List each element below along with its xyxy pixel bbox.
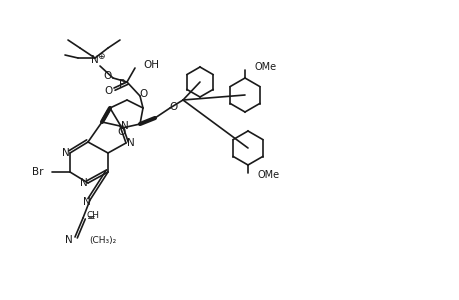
Text: Br: Br: [33, 167, 44, 177]
Text: N: N: [127, 138, 134, 148]
Text: =: =: [86, 213, 95, 223]
Text: O: O: [105, 86, 113, 96]
Text: N: N: [83, 197, 91, 207]
Text: N: N: [80, 178, 88, 188]
Text: O: O: [169, 102, 178, 112]
Text: N: N: [121, 121, 129, 131]
Text: OH: OH: [143, 60, 159, 70]
Text: N: N: [62, 148, 70, 158]
Text: OMe: OMe: [257, 170, 280, 180]
Text: O: O: [140, 89, 148, 99]
Text: (CH₃)₂: (CH₃)₂: [89, 236, 116, 244]
Text: O: O: [118, 127, 126, 137]
Text: N: N: [65, 235, 73, 245]
Text: P: P: [118, 79, 125, 89]
Text: O: O: [104, 71, 112, 81]
Text: CH: CH: [87, 212, 100, 220]
Text: N: N: [91, 55, 99, 65]
Text: OMe: OMe: [254, 62, 276, 72]
Text: ⊕: ⊕: [97, 52, 105, 61]
